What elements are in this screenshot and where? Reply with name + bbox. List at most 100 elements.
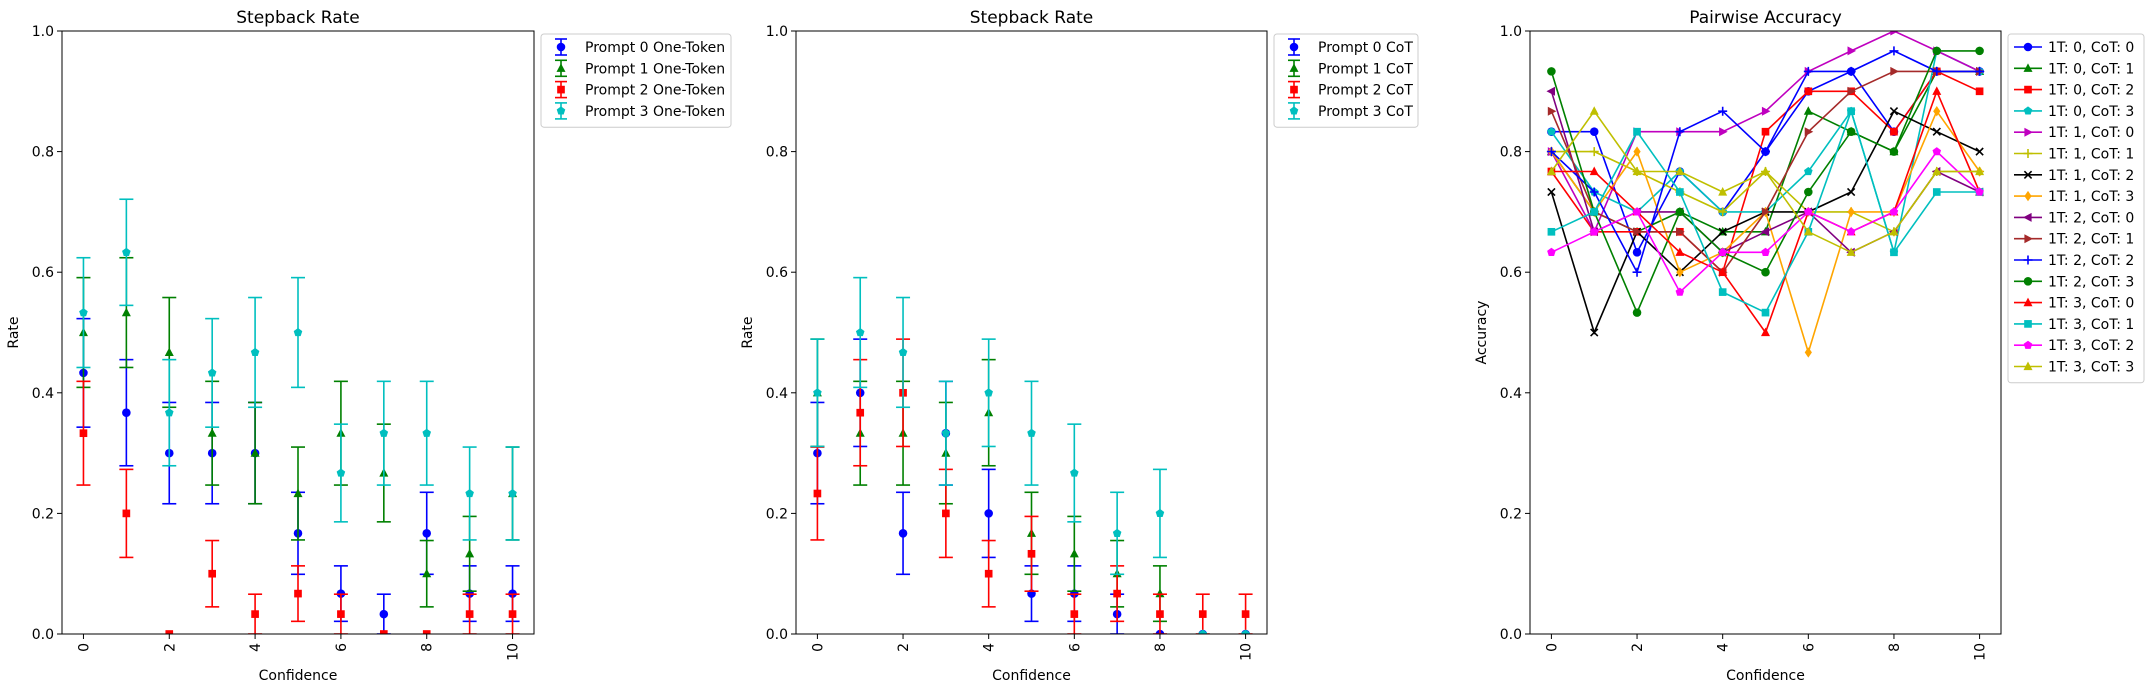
- data-point: [1890, 66, 1899, 76]
- data-point: [465, 489, 474, 498]
- data-point: [984, 569, 993, 578]
- data-point: [1112, 528, 1122, 537]
- data-point: [1633, 127, 1641, 136]
- plot-area: [1546, 31, 1985, 358]
- data-point: [1675, 166, 1685, 176]
- x-tick-label: 2: [896, 643, 912, 652]
- legend-marker: [2023, 212, 2032, 222]
- y-tick-label: 0.8: [1500, 145, 1522, 161]
- data-point: [1847, 46, 1857, 56]
- x-tick-label: 0: [76, 643, 92, 652]
- chart-title: Stepback Rate: [970, 8, 1094, 28]
- y-tick-label: 0.8: [32, 145, 54, 161]
- data-point: [898, 529, 908, 538]
- data-point: [1676, 188, 1684, 196]
- legend-label: 1T: 1, CoT: 3: [2048, 189, 2134, 205]
- x-tick-label: 2: [162, 643, 178, 652]
- data-point: [1675, 247, 1685, 256]
- data-point: [379, 630, 388, 634]
- x-tick-label: 4: [248, 643, 264, 652]
- data-point: [79, 308, 88, 317]
- legend-label: 1T: 2, CoT: 2: [2048, 253, 2134, 269]
- legend-label: Prompt 3 One-Token: [585, 104, 725, 120]
- y-tick-label: 0.2: [766, 506, 788, 522]
- data-point: [379, 428, 389, 437]
- legend-item: 1T: 3, CoT: 1: [2014, 317, 2134, 333]
- data-point: [1198, 629, 1208, 634]
- legend-label: 1T: 0, CoT: 3: [2048, 104, 2134, 120]
- legend: 1T: 0, CoT: 0 1T: 0, CoT: 1 1T: 0, CoT: 2 1…: [2007, 33, 2145, 384]
- legend-item: Prompt 2 One-Token: [555, 80, 725, 99]
- data-point: [337, 610, 345, 618]
- data-point: [1589, 106, 1599, 115]
- y-tick-label: 0.4: [766, 386, 788, 402]
- data-point: [1633, 227, 1642, 237]
- data-point: [1975, 187, 1984, 196]
- data-point: [1718, 106, 1728, 116]
- y-axis: 0.0 0.2 0.4 0.6 0.8 1.0: [766, 24, 796, 643]
- data-point: [1069, 548, 1079, 558]
- legend-item: 1T: 2, CoT: 1: [2014, 232, 2134, 248]
- data-point: [336, 468, 346, 477]
- series-line: [1547, 46, 1984, 317]
- data-point: [422, 529, 432, 538]
- data-point: [1932, 46, 1942, 56]
- data-point: [1547, 127, 1556, 136]
- x-tick-label: 10: [506, 643, 522, 661]
- legend-item: 1T: 2, CoT: 2: [2014, 253, 2134, 269]
- y-tick-label: 0.4: [1500, 386, 1522, 402]
- legend-marker: [2024, 85, 2032, 94]
- legend-item: 1T: 3, CoT: 2: [2014, 338, 2134, 354]
- data-point: [984, 388, 993, 397]
- plot-frame: [61, 30, 535, 635]
- x-tick-label: 10: [1239, 643, 1255, 661]
- legend-item: Prompt 2 CoT: [1288, 80, 1413, 99]
- legend-item: Prompt 1 CoT: [1288, 59, 1413, 77]
- data-point: [1932, 86, 1942, 95]
- data-point: [1155, 588, 1165, 598]
- x-tick-label: 0: [810, 643, 826, 652]
- legend-label: Prompt 1 CoT: [1318, 61, 1413, 77]
- legend-label: 1T: 1, CoT: 0: [2048, 125, 2134, 141]
- data-point: [1718, 288, 1727, 296]
- data-point: [1675, 207, 1685, 217]
- data-point: [1975, 87, 1984, 96]
- data-point: [1027, 549, 1036, 558]
- legend-marker: [2023, 277, 2033, 286]
- data-point: [1761, 106, 1771, 116]
- data-point: [465, 548, 475, 558]
- legend-marker: [2024, 190, 2032, 202]
- data-point: [1546, 166, 1556, 176]
- legend-item: 1T: 1, CoT: 2: [2014, 168, 2134, 184]
- data-point: [1847, 107, 1855, 116]
- data-point: [1675, 127, 1685, 137]
- data-point: [1113, 589, 1121, 598]
- legend-marker: [2023, 297, 2033, 307]
- data-point: [855, 328, 865, 337]
- data-point: [1547, 67, 1556, 76]
- data-point: [1632, 308, 1642, 317]
- data-point: [1676, 227, 1685, 237]
- y-tick-label: 0.6: [766, 265, 788, 281]
- data-point: [1589, 127, 1599, 136]
- legend-item: 1T: 2, CoT: 3: [2014, 274, 2134, 290]
- data-point: [1718, 187, 1728, 196]
- data-point: [1804, 127, 1814, 137]
- x-tick-label: 10: [1973, 643, 1989, 661]
- data-point: [1804, 207, 1813, 216]
- data-point: [1761, 247, 1770, 256]
- data-point: [207, 368, 217, 377]
- x-tick-label: 2: [1630, 643, 1646, 652]
- legend-label: 1T: 3, CoT: 1: [2048, 317, 2134, 333]
- y-tick-label: 0.6: [1500, 265, 1522, 281]
- data-point: [1890, 31, 1899, 36]
- data-point: [1590, 328, 1599, 337]
- series-line: [1547, 147, 1984, 296]
- data-point: [1761, 166, 1770, 176]
- data-point: [1932, 188, 1941, 196]
- legend-item: 1T: 0, CoT: 0: [2014, 40, 2134, 56]
- legend-item: 1T: 0, CoT: 3: [2014, 104, 2134, 120]
- data-point: [1633, 146, 1641, 157]
- legend-item: 1T: 3, CoT: 0: [2014, 296, 2134, 312]
